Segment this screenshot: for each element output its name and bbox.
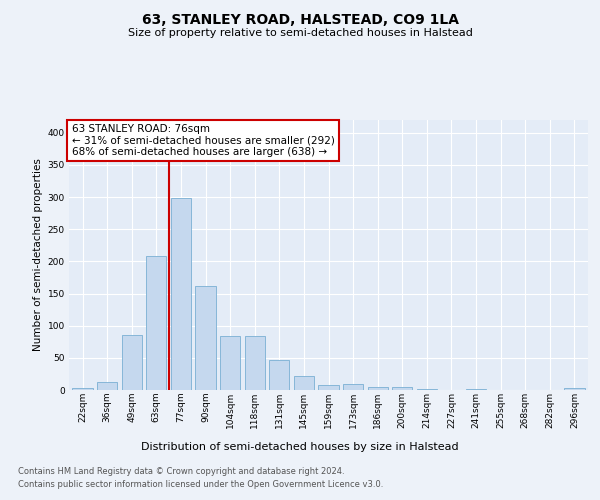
Text: Contains public sector information licensed under the Open Government Licence v3: Contains public sector information licen…	[18, 480, 383, 489]
Bar	[392, 387, 412, 390]
Text: Contains HM Land Registry data © Crown copyright and database right 2024.: Contains HM Land Registry data © Crown c…	[18, 467, 344, 476]
Bar	[343, 384, 363, 390]
Text: 63, STANLEY ROAD, HALSTEAD, CO9 1LA: 63, STANLEY ROAD, HALSTEAD, CO9 1LA	[142, 12, 458, 26]
Bar	[294, 376, 314, 390]
Bar	[269, 360, 289, 390]
Text: Size of property relative to semi-detached houses in Halstead: Size of property relative to semi-detach…	[128, 28, 472, 38]
Bar	[97, 382, 117, 390]
Y-axis label: Number of semi-detached properties: Number of semi-detached properties	[34, 158, 43, 352]
Bar	[245, 336, 265, 390]
Bar	[319, 385, 338, 390]
Bar	[368, 387, 388, 390]
Text: Distribution of semi-detached houses by size in Halstead: Distribution of semi-detached houses by …	[141, 442, 459, 452]
Bar	[220, 336, 240, 390]
Bar	[565, 388, 584, 390]
Bar	[73, 388, 92, 390]
Bar	[171, 198, 191, 390]
Text: 63 STANLEY ROAD: 76sqm
← 31% of semi-detached houses are smaller (292)
68% of se: 63 STANLEY ROAD: 76sqm ← 31% of semi-det…	[71, 124, 334, 157]
Bar	[196, 286, 215, 390]
Bar	[146, 256, 166, 390]
Bar	[122, 334, 142, 390]
